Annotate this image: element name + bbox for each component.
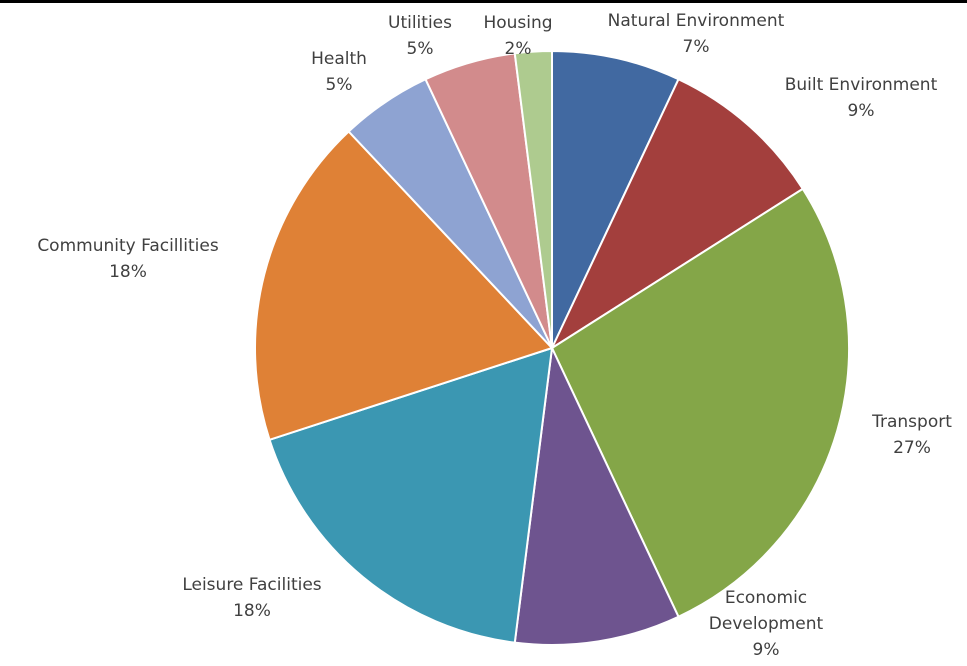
label-value: 18% — [233, 601, 271, 621]
slice-housing — [513, 49, 553, 349]
label-value: 27% — [893, 438, 931, 458]
label-community-facillities: Community Facillities 18% — [37, 236, 219, 282]
pie-slices — [254, 49, 851, 646]
label-utilities: Utilities 5% — [388, 13, 452, 59]
label-economic-development: Economic Development 9% — [709, 588, 824, 660]
label-name: Natural Environment — [608, 11, 785, 31]
label-value: 7% — [683, 37, 710, 57]
label-natural-environment: Natural Environment 7% — [608, 11, 785, 57]
slice-transport — [550, 187, 851, 619]
slice-built-environment — [549, 77, 805, 351]
label-value: 2% — [505, 39, 532, 59]
slice-community-facillities — [254, 130, 554, 442]
label-value: 18% — [109, 262, 147, 282]
label-name: Leisure Facilities — [182, 575, 321, 595]
label-value: 9% — [753, 640, 780, 660]
label-health: Health 5% — [311, 49, 367, 95]
top-border-line — [0, 0, 967, 3]
slice-leisure-facilities — [268, 346, 554, 644]
slice-economic-development — [513, 344, 680, 646]
label-name: Health — [311, 49, 367, 69]
label-name: Built Environment — [785, 75, 938, 95]
label-built-environment: Built Environment 9% — [785, 75, 938, 121]
label-name: Housing — [483, 13, 552, 33]
label-housing: Housing 2% — [483, 13, 552, 59]
slice-natural-environment — [551, 49, 680, 349]
label-name: Development — [709, 614, 824, 634]
label-leisure-facilities: Leisure Facilities 18% — [182, 575, 321, 621]
label-value: 9% — [848, 101, 875, 121]
label-value: 5% — [326, 75, 353, 95]
label-name: Community Facillities — [37, 236, 219, 256]
label-name: Utilities — [388, 13, 452, 33]
label-transport: Transport 27% — [871, 412, 952, 458]
label-name: Transport — [871, 412, 952, 432]
label-value: 5% — [407, 39, 434, 59]
label-name: Economic — [725, 588, 807, 608]
pie-labels: Natural Environment 7% Built Environment 9%… — [37, 11, 952, 660]
